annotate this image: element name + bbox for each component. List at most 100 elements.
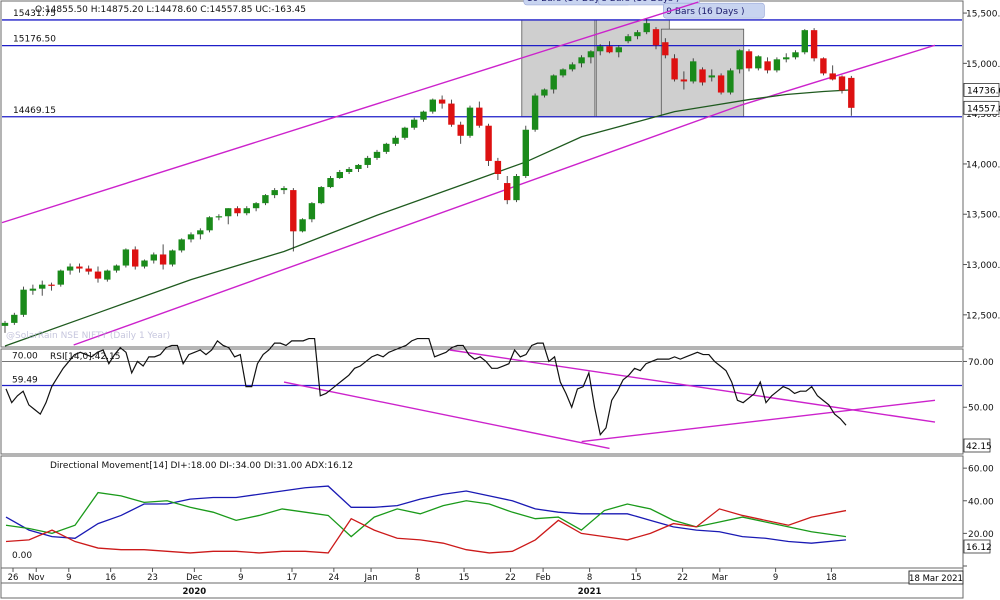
price-panel-frame — [0, 0, 964, 348]
candle-body-89 — [829, 73, 836, 80]
candle-body-56 — [522, 129, 529, 177]
candle-body-21 — [197, 230, 204, 235]
candle-body-40 — [373, 151, 381, 158]
candle-body-10 — [94, 271, 102, 279]
candle-body-17 — [159, 254, 167, 265]
dmi-tick-label-1: 20.00 — [968, 530, 994, 540]
candle-body-33 — [308, 203, 316, 220]
candle-body-61 — [569, 64, 576, 70]
candle-body-31 — [290, 190, 297, 232]
candle-body-7 — [66, 266, 74, 271]
candle-body-82 — [764, 61, 771, 71]
level-label-1: 15176.50 — [13, 35, 56, 45]
x-tick-label-0: 26 — [8, 573, 19, 583]
x-tick-label-17: Mar — [712, 573, 729, 583]
candle-body-77 — [717, 75, 725, 93]
price-tag-1: 14557.8 — [967, 104, 1000, 114]
box-label-2: 9 Bars (16 Days ) — [666, 7, 744, 17]
price-tick-label-5: 15,000.00 — [966, 60, 1000, 70]
candle-body-90 — [838, 76, 846, 91]
candle-body-71 — [662, 42, 669, 56]
rsi-left-label-0: 70.00 — [12, 351, 38, 361]
candle-body-55 — [513, 176, 520, 201]
rsi-panel-frame — [0, 348, 964, 455]
candle-body-51 — [476, 107, 483, 126]
rsi-title: RSI[14,0]:42.15 — [50, 352, 120, 362]
rsi-tick-label-1: 70.00 — [968, 358, 994, 368]
chart-watermark: @SolarRain NSE NIFTY (Daily 1 Year) — [6, 331, 170, 341]
candle-body-87 — [810, 30, 818, 59]
candle-body-62 — [578, 57, 585, 64]
candle-body-59 — [550, 75, 557, 90]
x-tick-label-14: 8 — [587, 573, 592, 583]
candle-body-28 — [262, 195, 269, 204]
candle-body-6 — [57, 270, 64, 285]
box-label-0: 10 Bars (14 Days ) — [527, 0, 611, 4]
candle-body-42 — [392, 137, 399, 144]
dmi-series-0 — [5, 485, 847, 544]
candle-body-34 — [318, 187, 325, 204]
x-tick-label-11: 15 — [459, 573, 470, 583]
candle-body-23 — [215, 216, 223, 218]
candle-body-24 — [225, 208, 232, 217]
candle-body-75 — [699, 69, 706, 83]
candle-body-78 — [727, 70, 734, 93]
candle-body-47 — [438, 99, 446, 104]
candle-body-57 — [531, 95, 539, 130]
price-tick-label-3: 14,000.00 — [966, 160, 1000, 170]
x-tick-label-12: 22 — [505, 573, 516, 583]
dmi-current-label: 16.12 — [966, 543, 992, 553]
candle-body-8 — [76, 266, 83, 269]
candle-body-39 — [364, 157, 371, 165]
candle-body-14 — [132, 249, 139, 267]
price-tick-label-0: 12,500.00 — [966, 311, 1000, 321]
candle-body-69 — [643, 23, 650, 33]
candle-body-32 — [299, 219, 306, 232]
x-year-label-0: 2020 — [183, 587, 207, 597]
candle-body-60 — [559, 69, 567, 76]
candle-body-36 — [336, 171, 343, 179]
candle-body-18 — [169, 250, 176, 265]
rsi-trendline-2 — [581, 399, 936, 443]
candle-body-20 — [187, 234, 195, 240]
candle-body-27 — [252, 203, 260, 209]
candle-body-91 — [848, 77, 855, 108]
candle-body-41 — [383, 143, 390, 152]
x-tick-label-4: 23 — [147, 573, 158, 583]
candle-body-65 — [606, 46, 613, 53]
candle-body-2 — [20, 289, 27, 315]
x-tick-label-10: 8 — [415, 573, 420, 583]
box-label-1: 8 Bars (10 Days ) — [601, 0, 679, 4]
x-year-label-1: 2021 — [578, 587, 602, 597]
candle-body-16 — [150, 254, 157, 261]
candle-body-80 — [745, 51, 753, 69]
candle-body-70 — [652, 29, 660, 46]
dmi-tick-label-2: 40.00 — [968, 497, 994, 507]
candle-body-83 — [773, 59, 781, 71]
rsi-tick-label-0: 50.00 — [968, 404, 994, 414]
candle-body-22 — [206, 217, 213, 231]
channel-lower-seg-0 — [73, 104, 740, 346]
candle-body-5 — [48, 284, 55, 286]
candle-body-86 — [801, 30, 808, 53]
candle-body-63 — [587, 51, 595, 58]
price-tick-label-2: 13,500.00 — [966, 211, 1000, 221]
candle-body-30 — [280, 188, 288, 191]
candle-body-3 — [29, 288, 37, 291]
candle-body-15 — [141, 260, 148, 267]
channel-lower-seg-1 — [739, 44, 936, 107]
candle-body-49 — [457, 124, 464, 136]
box-label-bg-2 — [662, 2, 765, 19]
candle-body-54 — [504, 183, 511, 201]
candle-body-9 — [85, 268, 92, 272]
candle-body-67 — [624, 36, 632, 42]
price-tag-0: 14736.0 — [967, 86, 1000, 96]
dmi-series-2 — [5, 508, 847, 554]
dmi-left-label: 0.00 — [12, 551, 32, 561]
level-label-0: 15431.75 — [13, 9, 56, 19]
candle-body-4 — [39, 284, 46, 289]
dmi-tick-label-3: 60.00 — [968, 465, 994, 475]
candle-body-50 — [466, 107, 474, 136]
